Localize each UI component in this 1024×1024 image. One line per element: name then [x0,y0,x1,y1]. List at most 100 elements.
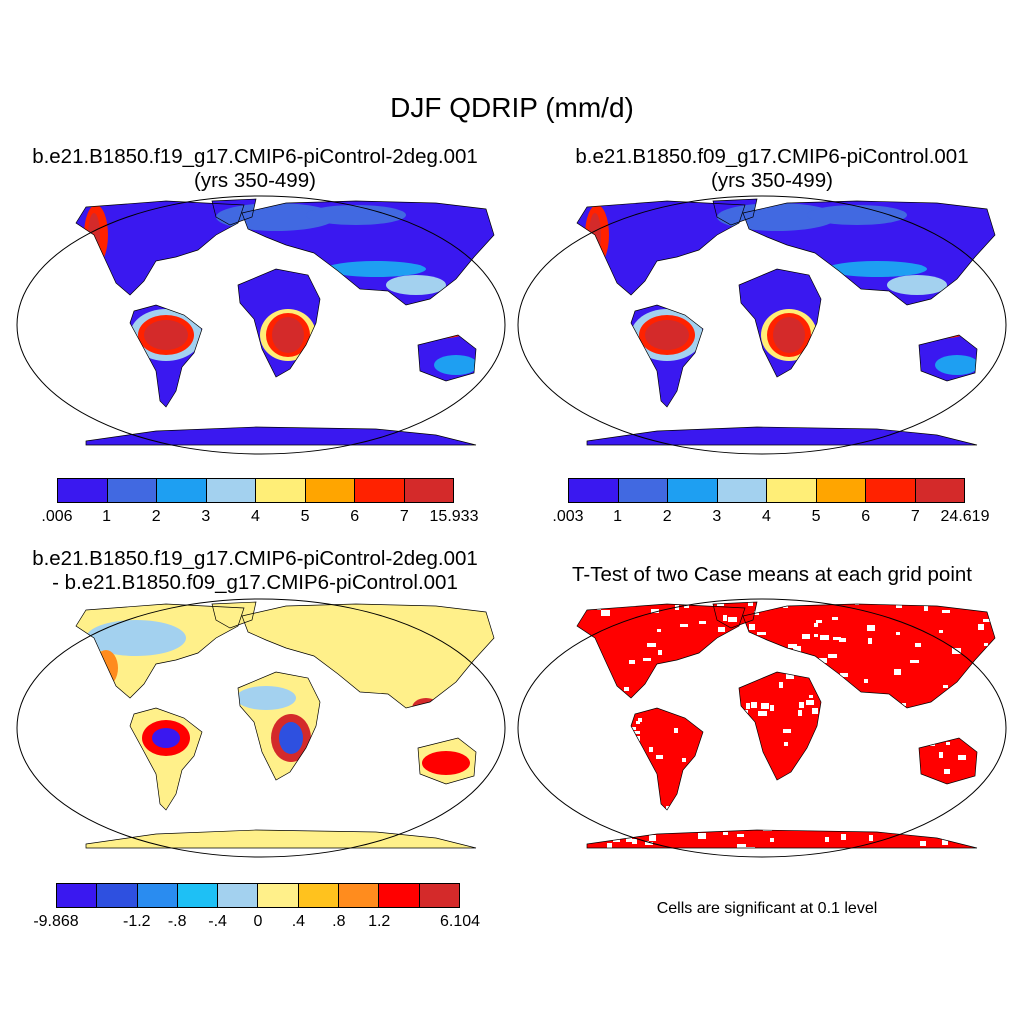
colorbar-tick-label: 1 [613,508,623,525]
colorbar-swatch [97,884,138,907]
non-significant-cell [820,635,829,640]
non-significant-cell [939,630,943,633]
non-significant-cell [870,723,879,729]
colorbar-swatch [866,479,916,502]
non-significant-cell [685,687,689,693]
non-significant-cell [598,849,604,852]
field-patch [396,307,476,339]
non-significant-cell [729,727,733,733]
colorbar-swatch [58,479,108,502]
colorbar-swatch [816,479,866,502]
coastline-eurasia [241,200,495,306]
non-significant-cell [980,801,989,804]
colorbar-tick-label: 1.2 [368,913,391,930]
panel-title-line: (yrs 350-499) [711,169,833,192]
non-significant-cell [624,687,629,691]
non-significant-cell [620,698,628,703]
non-significant-cell [599,794,607,799]
non-significant-cell [724,768,733,774]
non-significant-cell [606,816,613,821]
non-significant-cell [656,755,663,759]
non-significant-cell [657,629,661,632]
non-significant-cell [802,634,810,639]
colorbar-tick-label: 2 [662,508,672,525]
non-significant-cell [737,834,744,837]
field-patch [236,686,296,710]
colorbar-swatch [57,884,98,907]
colorbar-swatch [404,479,453,502]
non-significant-cell [928,726,936,730]
non-significant-cell [868,723,873,728]
colorbar-tick-label: 5 [300,508,310,525]
non-significant-cell [933,703,939,709]
coastline-greenland [211,198,257,226]
non-significant-cell [723,832,728,835]
non-significant-cell [606,675,610,680]
colorbar-swatch [915,479,964,502]
coastline-south-america [630,707,704,811]
colorbar-tick-label: -1.2 [123,913,151,930]
map-panel-control-2deg [16,195,506,455]
non-significant-cell [783,729,791,733]
non-significant-cell [723,615,727,621]
coastline-australia [918,737,978,785]
non-significant-cell [728,617,737,622]
coastline-africa [738,268,822,378]
field-patch [326,261,426,277]
non-significant-cell [699,621,706,624]
non-significant-cell [717,736,722,739]
non-significant-cell [983,670,987,673]
non-significant-cell [831,599,835,602]
coastline-antarctica [85,426,477,446]
non-significant-cell [663,829,670,833]
non-significant-cell [858,769,862,775]
non-significant-cell [961,817,969,822]
non-significant-cell [935,807,941,813]
colorbar-tick-label: 5 [811,508,821,525]
non-significant-cell [605,765,610,770]
colorbar-tick-label: -9.868 [33,913,79,930]
non-significant-cell [852,793,858,798]
non-significant-cell [578,783,587,786]
non-significant-cell [778,850,785,856]
non-significant-cell [745,765,752,768]
non-significant-cell [591,750,595,753]
field-patch [773,317,805,353]
colorbar-tick-label: 6.104 [439,913,481,930]
non-significant-cell [577,800,586,804]
non-significant-cell [736,820,743,824]
coastline-north-america [576,603,746,699]
non-significant-cell [528,637,536,642]
non-significant-cell [958,755,966,760]
field-patch [645,320,689,350]
field-patch [404,311,468,335]
colorbar-swatch [339,884,380,907]
non-significant-cell [814,623,818,627]
coastline-north-america [576,200,746,296]
non-significant-cell [710,735,716,741]
non-significant-cell [698,833,706,839]
non-significant-cell [631,823,637,826]
colorbar-swatch [206,479,256,502]
non-significant-cell [885,767,891,772]
non-significant-cell [560,787,568,790]
non-significant-cell [784,742,788,746]
coastline-eurasia [241,603,495,709]
colorbar-swatch [218,884,259,907]
field-patch [152,728,180,748]
non-significant-cell [946,742,950,745]
coastline-africa [237,268,321,378]
non-significant-cell [727,811,733,815]
panel-title-ttest: T-Test of two Case means at each grid po… [512,563,1024,587]
map-projection-outline [517,195,1007,455]
non-significant-cell [972,682,980,687]
non-significant-cell [986,602,990,604]
non-significant-cell [899,774,903,779]
non-significant-cell [822,764,827,770]
colorbar-tick-label: 0 [253,913,263,930]
non-significant-cell [987,715,991,721]
non-significant-cell [896,632,900,635]
panel-title-control-2deg: b.e21.B1850.f19_g17.CMIP6-piControl-2deg… [0,145,510,193]
non-significant-cell [598,800,605,805]
non-significant-cell [745,782,750,788]
